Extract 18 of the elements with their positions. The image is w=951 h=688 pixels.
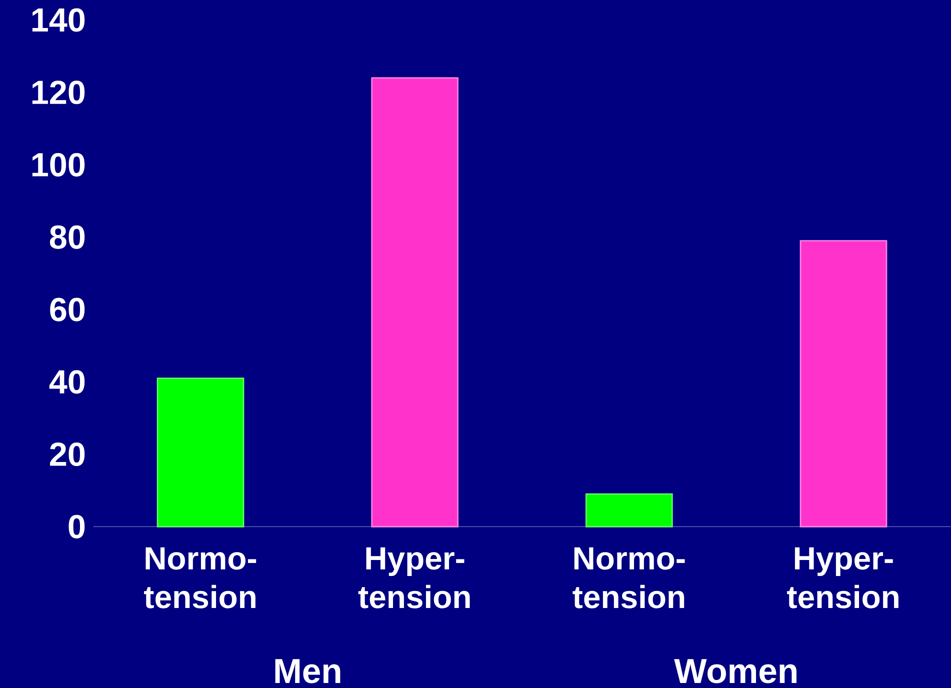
x-tick-label: Hyper- tension — [358, 547, 470, 608]
bar — [371, 77, 459, 528]
x-tick-label: Hyper- tension — [787, 547, 898, 608]
y-tick-label: 40 — [49, 370, 85, 394]
y-tick-label: 60 — [50, 298, 85, 322]
bar — [800, 240, 888, 528]
y-tick-label: 20 — [50, 442, 85, 466]
text: Men — [275, 659, 340, 684]
y-tick-label: 0 — [68, 514, 85, 538]
x-tick-label: Normo- tension — [572, 547, 685, 608]
bar — [156, 378, 244, 528]
text: Women — [674, 659, 796, 684]
x-tick-label: Normo- tension — [144, 547, 256, 608]
y-tick-label: 100 — [32, 152, 85, 177]
bar — [586, 493, 673, 528]
y-tick-label: 80 — [50, 225, 85, 249]
y-tick-label: 140 — [32, 8, 85, 32]
y-tick-label: 120 — [32, 80, 85, 104]
